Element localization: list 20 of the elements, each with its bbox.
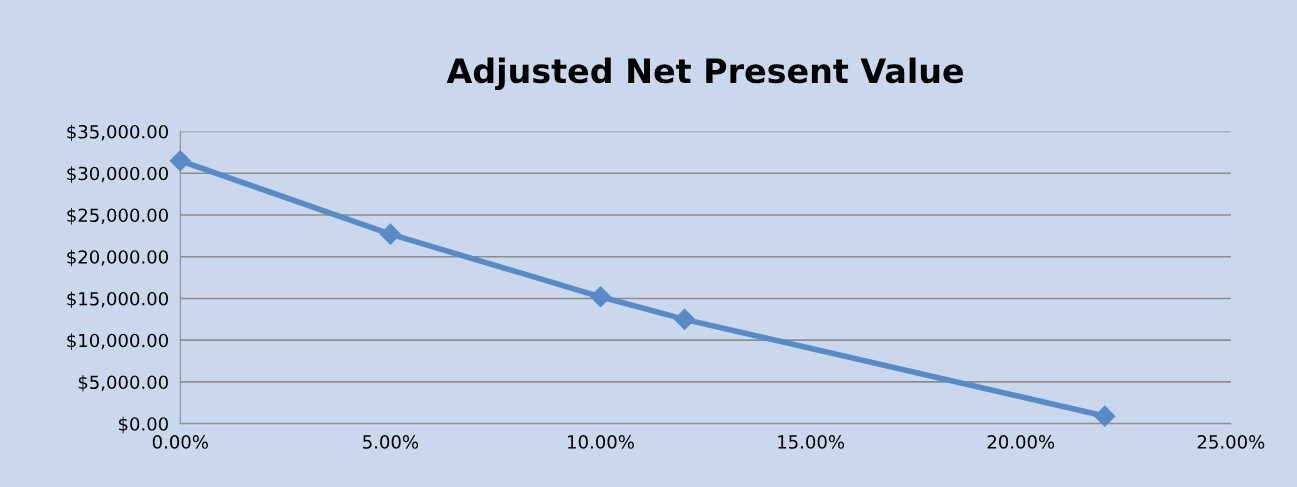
- point: [379, 223, 401, 245]
- x-tick-label: 5.00%: [363, 435, 419, 449]
- y-tick-label: $35,000.00: [67, 124, 168, 141]
- point: [674, 308, 696, 330]
- y-tick-label: $5,000.00: [78, 375, 168, 392]
- y-tick-label: $15,000.00: [67, 291, 168, 308]
- x-tick-label: 20.00%: [987, 435, 1055, 449]
- x-tick-label: 0.00%: [152, 435, 208, 449]
- x-tick-label: 25.00%: [1197, 435, 1265, 449]
- point: [1094, 405, 1116, 427]
- y-tick-label: $25,000.00: [67, 208, 168, 225]
- y-tick-label: $20,000.00: [67, 249, 168, 267]
- y-tick-label: $0.00: [118, 416, 168, 434]
- y-tick-label: $30,000.00: [67, 166, 168, 183]
- point: [589, 286, 612, 308]
- point: [169, 150, 191, 172]
- x-tick-label: 15.00%: [778, 435, 845, 449]
- x-tick-label: 10.00%: [568, 435, 634, 449]
- chart-title: Adjusted Net Present Value: [446, 57, 964, 91]
- y-tick-label: $10,000.00: [67, 333, 168, 350]
